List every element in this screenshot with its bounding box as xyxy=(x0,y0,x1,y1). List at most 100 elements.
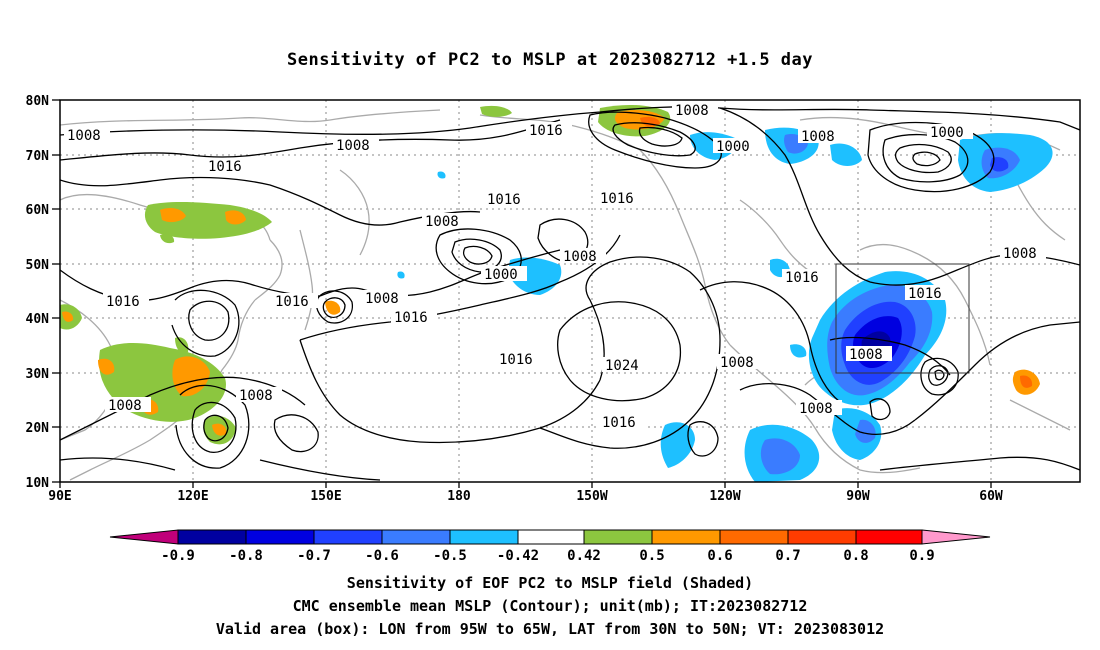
svg-text:1016: 1016 xyxy=(499,352,533,368)
svg-text:1000: 1000 xyxy=(484,267,518,283)
colorbar-swatch xyxy=(651,529,721,545)
colorbar-label: -0.42 xyxy=(497,548,539,564)
lat-label: 50N xyxy=(26,258,50,273)
svg-text:1000: 1000 xyxy=(930,125,964,141)
contour-label: 1008 xyxy=(560,248,606,265)
colorbar-label: -0.8 xyxy=(229,548,263,564)
contour-label: 1016 xyxy=(496,351,542,368)
caption-valid-area: Valid area (box): LON from 95W to 65W, L… xyxy=(215,620,885,638)
colorbar-label: 0.42 xyxy=(567,548,601,564)
lon-label: 180 xyxy=(447,489,471,504)
axis-ticks xyxy=(52,99,992,488)
contour-label: 1016 xyxy=(484,191,530,208)
contour-label: 1000 xyxy=(713,138,759,155)
longitude-labels: 90E 120E 150E 180 150W 120W 90W 60W xyxy=(48,489,1003,504)
svg-text:1008: 1008 xyxy=(675,103,709,119)
mslp-contours xyxy=(60,106,1080,481)
colorbar-swatch xyxy=(583,529,653,545)
map-title: Sensitivity of PC2 to MSLP at 2023082712… xyxy=(286,50,813,70)
svg-text:1008: 1008 xyxy=(67,128,101,144)
svg-text:1016: 1016 xyxy=(602,415,636,431)
lon-label: 60W xyxy=(979,489,1003,504)
valid-area-box xyxy=(835,263,970,374)
contour-label: 1008 xyxy=(105,397,151,414)
svg-text:1008: 1008 xyxy=(799,401,833,417)
colorbar-swatch xyxy=(177,529,247,545)
contour-label: 1008 xyxy=(717,354,763,371)
contour-label: 1008 xyxy=(236,387,282,404)
contour-label: 1008 xyxy=(846,346,892,363)
svg-text:1016: 1016 xyxy=(487,192,521,208)
svg-text:1016: 1016 xyxy=(908,286,942,302)
svg-text:1016: 1016 xyxy=(106,294,140,310)
sensitivity-shading xyxy=(60,104,1053,482)
latitude-labels: 80N 70N 60N 50N 40N 30N 20N 10N xyxy=(26,94,50,491)
svg-text:1000: 1000 xyxy=(716,139,750,155)
contour-label: 1000 xyxy=(927,124,973,141)
svg-text:1008: 1008 xyxy=(849,347,883,363)
colorbar-swatch xyxy=(517,529,585,545)
svg-text:1008: 1008 xyxy=(425,214,459,230)
caption-contour: CMC ensemble mean MSLP (Contour); unit(m… xyxy=(292,597,808,615)
lat-label: 10N xyxy=(26,476,50,491)
contour-label: 1016 xyxy=(272,293,318,310)
lat-label: 80N xyxy=(26,94,50,109)
contour-label: 1008 xyxy=(798,128,844,145)
caption-shading: Sensitivity of EOF PC2 to MSLP field (Sh… xyxy=(346,574,754,592)
svg-text:1016: 1016 xyxy=(275,294,309,310)
svg-text:1016: 1016 xyxy=(529,123,563,139)
svg-text:1008: 1008 xyxy=(801,129,835,145)
contour-label: 1008 xyxy=(64,127,110,144)
contour-label: 1000 xyxy=(481,266,527,283)
contour-label: 1016 xyxy=(391,309,437,326)
contour-label: 1008 xyxy=(796,400,842,417)
svg-text:1008: 1008 xyxy=(365,291,399,307)
lon-label: 120W xyxy=(709,489,740,504)
colorbar xyxy=(109,529,991,545)
colorbar-label: 0.5 xyxy=(639,548,664,564)
svg-text:1016: 1016 xyxy=(785,270,819,286)
contour-label: 1016 xyxy=(782,269,828,286)
lon-label: 90E xyxy=(48,489,71,504)
contour-label: 1016 xyxy=(205,158,251,175)
contour-label: 1008 xyxy=(422,213,468,230)
map-frame xyxy=(59,99,1081,483)
colorbar-label: 0.9 xyxy=(909,548,934,564)
colorbar-swatch xyxy=(787,529,857,545)
lat-label: 40N xyxy=(26,312,50,327)
contour-label: 1016 xyxy=(905,285,951,302)
contour-label: 1008 xyxy=(672,102,718,119)
colorbar-low-arrow xyxy=(109,529,179,545)
colorbar-label: 0.8 xyxy=(843,548,868,564)
contour-label: 1016 xyxy=(103,293,149,310)
colorbar-labels: -0.9 -0.8 -0.7 -0.6 -0.5 -0.42 0.42 0.5 … xyxy=(161,548,935,564)
svg-text:1008: 1008 xyxy=(336,138,370,154)
svg-text:1008: 1008 xyxy=(1003,246,1037,262)
svg-text:1008: 1008 xyxy=(563,249,597,265)
colorbar-high-arrow xyxy=(921,529,991,545)
lon-label: 120E xyxy=(177,489,208,504)
lat-label: 20N xyxy=(26,421,50,436)
lat-label: 70N xyxy=(26,149,50,164)
contour-label: 1016 xyxy=(599,414,645,431)
lon-label: 90W xyxy=(846,489,870,504)
contour-label: 1008 xyxy=(333,137,379,154)
colorbar-label: -0.9 xyxy=(161,548,195,564)
contour-label: 1008 xyxy=(1000,245,1046,262)
colorbar-label: 0.6 xyxy=(707,548,732,564)
colorbar-label: 0.7 xyxy=(775,548,800,564)
contour-label: 1016 xyxy=(526,122,572,139)
svg-text:1016: 1016 xyxy=(208,159,242,175)
lat-label: 30N xyxy=(26,367,50,382)
contour-label: 1024 xyxy=(602,357,648,374)
svg-text:1024: 1024 xyxy=(605,358,639,374)
svg-text:1008: 1008 xyxy=(239,388,273,404)
colorbar-swatch xyxy=(313,529,383,545)
colorbar-label: -0.5 xyxy=(433,548,467,564)
svg-text:1008: 1008 xyxy=(108,398,142,414)
colorbar-swatch xyxy=(381,529,451,545)
colorbar-label: -0.7 xyxy=(297,548,331,564)
svg-text:1016: 1016 xyxy=(394,310,428,326)
colorbar-label: -0.6 xyxy=(365,548,399,564)
